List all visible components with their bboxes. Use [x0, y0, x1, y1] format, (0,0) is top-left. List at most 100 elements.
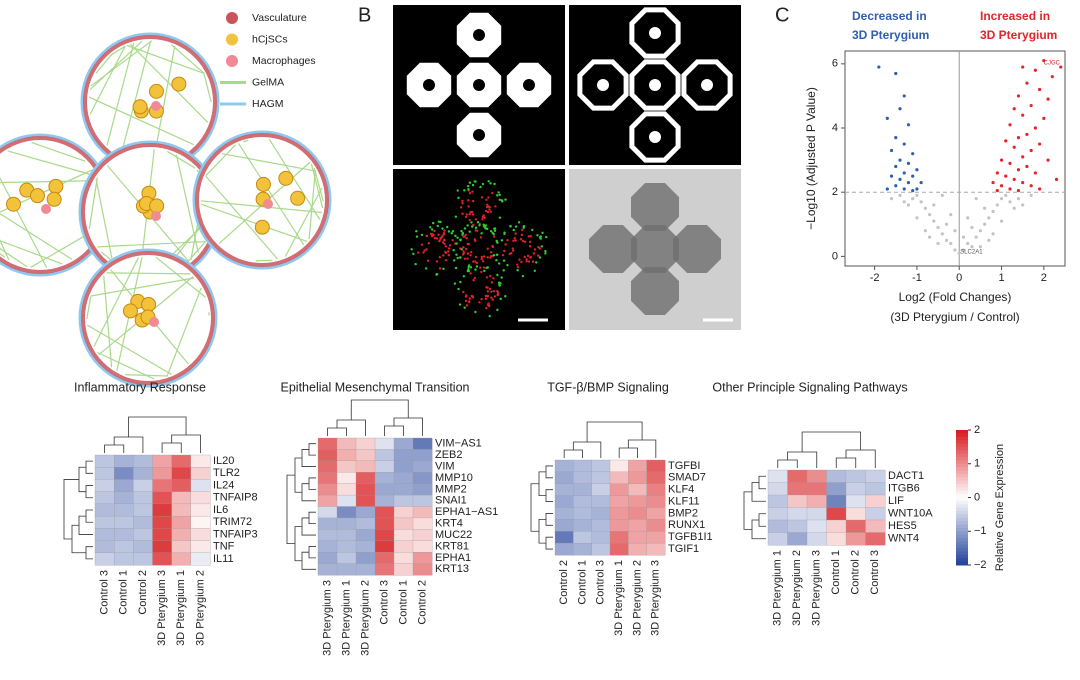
fluor-dot [436, 237, 438, 239]
y-tick-label: 4 [832, 122, 838, 134]
heatmap-cell [375, 564, 394, 576]
fluor-dot [464, 227, 466, 229]
fluor-dot [414, 263, 416, 265]
point [1017, 136, 1020, 139]
heatmap-cell [827, 520, 847, 533]
fluor-dot [514, 237, 516, 239]
dendrogram [86, 547, 93, 559]
point [911, 189, 914, 192]
fluor-dot [491, 281, 493, 283]
fluor-dot [443, 232, 445, 234]
heatmap-cell [337, 564, 356, 576]
fluor-dot [503, 259, 505, 261]
heatmap-cell [356, 552, 375, 564]
point [1000, 197, 1003, 200]
cell [133, 100, 147, 114]
row-label: EPHA1 [435, 552, 471, 564]
heatmap-cell [114, 528, 133, 541]
heatmap-cell [172, 492, 191, 505]
tissue [631, 267, 679, 315]
point [907, 181, 910, 184]
heatmap-cell [114, 455, 133, 468]
fluor-dot [493, 290, 495, 292]
fluor-dot [437, 225, 439, 227]
point [1030, 149, 1033, 152]
row-label: SNAI1 [435, 495, 467, 507]
fluor-dot [506, 239, 508, 241]
point [1008, 200, 1011, 203]
colorbar-step [956, 501, 968, 505]
heatmap-cell [768, 495, 788, 508]
column-label: Control 1 [830, 550, 842, 595]
point [907, 203, 910, 206]
heatmap-cell [592, 484, 611, 496]
fluor-dot [514, 239, 516, 241]
point [979, 229, 982, 232]
fluor-dot [527, 255, 529, 257]
heatmap-cell [866, 470, 886, 483]
fluor-dot [432, 234, 434, 236]
point [953, 248, 956, 251]
fluor-dot [528, 260, 530, 262]
column-label: Control 1 [576, 560, 588, 605]
heatmap-cell [133, 504, 152, 517]
column-label: Control 3 [98, 570, 110, 615]
point [1030, 184, 1033, 187]
heatmap-cell [133, 455, 152, 468]
y-tick-label: 0 [832, 250, 838, 262]
point [1013, 207, 1016, 210]
heatmap-cell [788, 520, 808, 533]
heatmap-cell [337, 495, 356, 507]
legend-label: Vasculature [252, 12, 307, 24]
row-label: KRT81 [435, 540, 469, 552]
heatmap-cell [413, 564, 432, 576]
dendrogram [394, 418, 423, 436]
fluor-dot [431, 228, 433, 230]
colorbar-step [956, 471, 968, 475]
fluor-dot [438, 240, 440, 242]
heatmap-cell [375, 472, 394, 484]
heatmap-cell [610, 472, 629, 484]
colorbar-step [956, 484, 968, 488]
fluor-dot [446, 226, 448, 228]
row-label: BMP2 [668, 507, 698, 519]
fluor-dot [503, 233, 505, 235]
heatmap-cell [95, 492, 114, 505]
heatmap-cell [413, 438, 432, 450]
point [903, 171, 906, 174]
column-label: Control 1 [118, 570, 130, 615]
y-tick-label: 6 [832, 58, 838, 70]
heatmap-cell [573, 472, 592, 484]
fluor-dot [465, 216, 467, 218]
point [924, 229, 927, 232]
fluor-dot [487, 180, 489, 182]
heatmap-cell [573, 508, 592, 520]
macrophage [149, 317, 159, 327]
heatmap-cell [827, 495, 847, 508]
fluor-dot [470, 251, 472, 253]
heatmap-cell [133, 492, 152, 505]
heatmap-cell [647, 543, 666, 555]
point [894, 72, 897, 75]
row-label: VIM [435, 460, 455, 472]
fluor-dot [493, 183, 495, 185]
point [945, 239, 948, 242]
point [1021, 65, 1024, 68]
point [975, 197, 978, 200]
fluor-dot [425, 248, 427, 250]
fluor-dot [460, 206, 462, 208]
column-label: 3D Pterygium 3 [811, 550, 823, 626]
point [924, 207, 927, 210]
heatmap-cell [846, 495, 866, 508]
point [907, 162, 910, 165]
heatmap-cell [555, 496, 574, 508]
fluor-dot [448, 254, 450, 256]
point [936, 226, 939, 229]
point [928, 213, 931, 216]
colorbar-step [956, 511, 968, 515]
heatmap-cell [866, 495, 886, 508]
fluor-dot [504, 243, 506, 245]
fluor-dot [455, 216, 457, 218]
fluor-dot [467, 252, 469, 254]
fluor-dot [467, 243, 469, 245]
